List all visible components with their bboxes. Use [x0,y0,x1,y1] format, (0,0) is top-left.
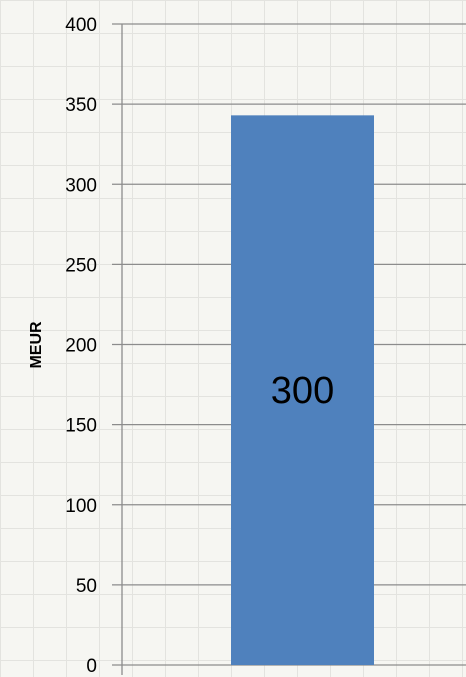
y-tick-label: 150 [65,416,97,437]
y-tick-label: 400 [65,15,97,36]
y-tick-label: 100 [65,496,97,517]
bar-data-label: 300 [271,370,334,412]
y-tick-label: 0 [86,656,97,677]
y-tick-labels: 0 50 100 150 200 250 300 350 400 [65,15,97,677]
bar [231,115,374,665]
y-axis-label: MEUR [28,321,45,369]
data-labels: 300 [271,370,334,412]
bars [231,115,374,665]
y-tick-label: 250 [65,255,97,276]
y-tick-label: 350 [65,95,97,116]
y-tick-label: 200 [65,336,97,357]
y-tick-label: 50 [76,576,97,597]
y-tick-label: 300 [65,175,97,196]
